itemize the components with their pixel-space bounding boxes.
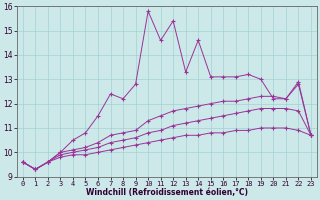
- X-axis label: Windchill (Refroidissement éolien,°C): Windchill (Refroidissement éolien,°C): [86, 188, 248, 197]
